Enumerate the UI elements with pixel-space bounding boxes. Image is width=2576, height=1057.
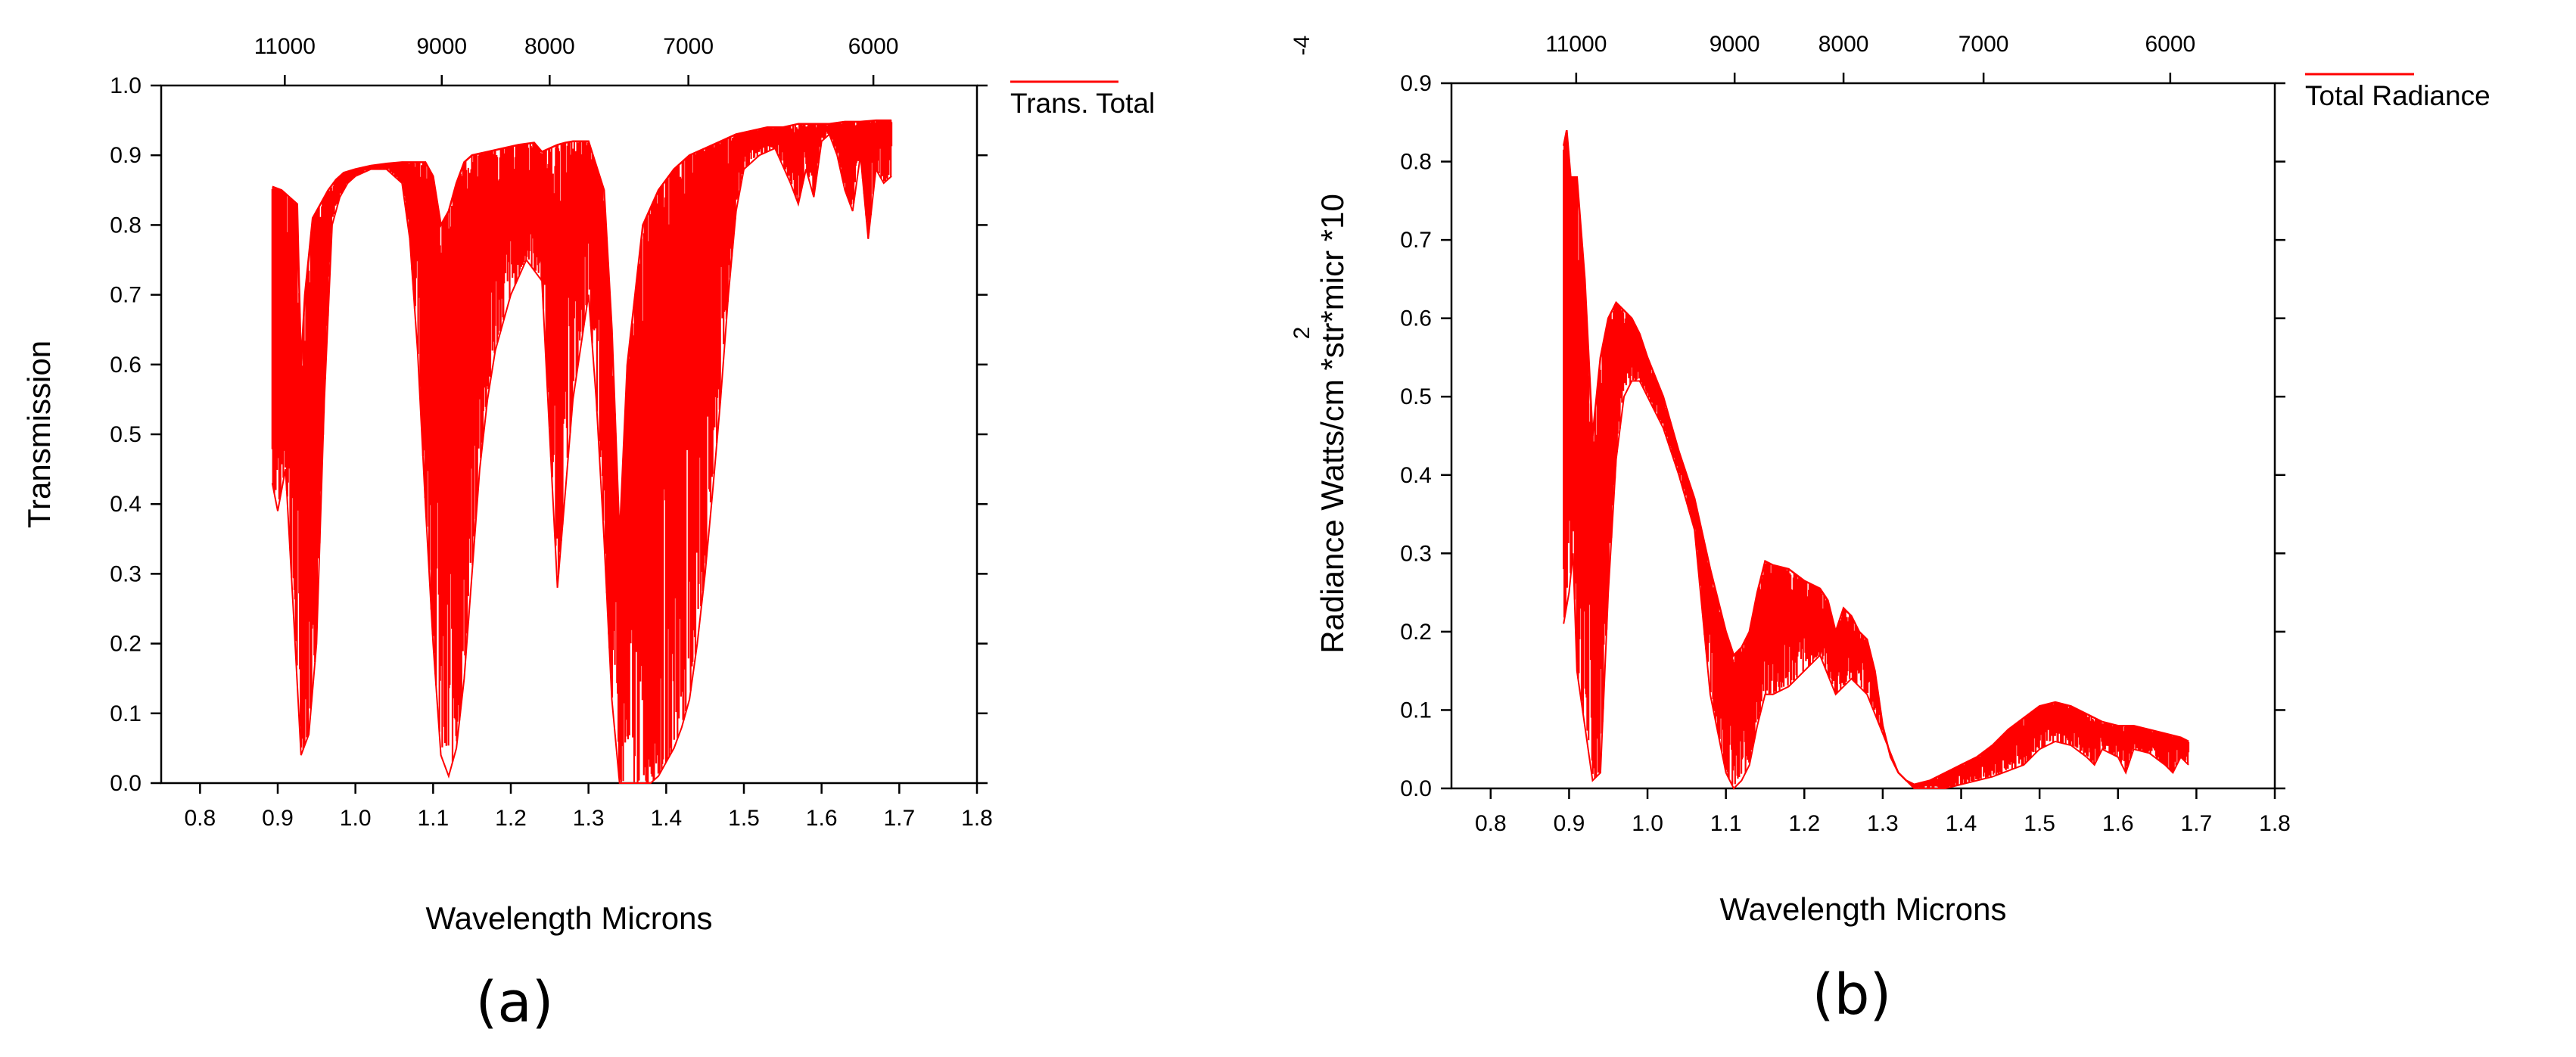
b-x-tick-label: 1.3 (1867, 811, 1899, 836)
b-y-tick-label: 0.3 (1400, 541, 1432, 566)
a-x-tick-label: 1.1 (417, 806, 449, 831)
b-x-tick-label: 1.8 (2259, 811, 2291, 836)
a-spectrum-strokes (271, 120, 893, 783)
a-top-tick-label: 9000 (416, 34, 467, 59)
a-y-tick-label: 1.0 (110, 73, 142, 98)
a-x-tick-label: 1.7 (883, 806, 915, 831)
b-y-tick-label: 0.4 (1400, 463, 1432, 488)
panel-b-y-axis-title-group: Radiance Watts/cm *str*micr *10 2 -4 (1290, 36, 1350, 654)
a-top-tick-label: 8000 (524, 34, 575, 59)
panel-a-series-fill (271, 119, 893, 784)
panel-b-series-fill (1562, 129, 2190, 790)
b-x-tick-label: 1.6 (2102, 811, 2134, 836)
a-y-tick-label: 0.1 (110, 701, 142, 726)
b-y-tick-label: 0.9 (1400, 71, 1432, 96)
a-y-tick-label: 0.7 (110, 283, 142, 308)
a-top-tick-label: 6000 (848, 34, 899, 59)
panel-b-label: (b) (1812, 962, 1892, 1027)
panel-b-plot-frame (1450, 82, 2276, 790)
panel-b-x-ticks: 0.8 0.9 1.0 1.1 1.2 1.3 1.4 1.5 1.6 1.7 1.8 (1475, 788, 2291, 836)
b-x-tick-label: 1.0 (1632, 811, 1663, 836)
panel-b-y-axis-superscript-cm: 2 (1290, 327, 1314, 340)
a-top-tick-label: 11000 (254, 34, 316, 59)
b-y-tick-label: 0.6 (1400, 306, 1432, 331)
panel-a-legend-label: Trans. Total (1010, 88, 1155, 119)
panel-a-label: (a) (475, 970, 553, 1035)
a-x-tick-label: 0.9 (262, 806, 294, 831)
panel-b-y-axis-superscript-scale: -4 (1290, 36, 1314, 56)
a-x-tick-label: 1.6 (806, 806, 838, 831)
b-x-tick-label: 0.9 (1554, 811, 1585, 836)
a-y-tick-label: 0.0 (110, 771, 142, 796)
b-y-tick-label: 0.0 (1400, 776, 1432, 801)
a-x-tick-label: 1.4 (650, 806, 682, 831)
b-top-tick-label: 8000 (1818, 32, 1869, 57)
b-y-tick-label: 0.7 (1400, 228, 1432, 253)
b-lower-envelope-line (1563, 380, 2189, 790)
a-y-tick-label: 0.2 (110, 632, 142, 657)
a-y-tick-label: 0.8 (110, 213, 142, 238)
b-y-tick-label: 0.5 (1400, 384, 1432, 409)
b-y-tick-label: 0.2 (1400, 620, 1432, 645)
panel-b-top-axis-ticks: 11000 9000 8000 7000 6000 (1545, 32, 2195, 83)
panel-a-x-axis-title: Wavelength Microns (426, 900, 713, 936)
b-top-tick-label: 7000 (1958, 32, 2009, 57)
a-x-tick-label: 0.8 (184, 806, 216, 831)
b-spectrum-strokes (1563, 132, 2190, 788)
a-y-tick-label: 0.9 (110, 143, 142, 168)
b-x-tick-label: 1.7 (2181, 811, 2213, 836)
b-x-tick-label: 0.8 (1475, 811, 1507, 836)
panel-a-y-axis-title: Transmission (21, 340, 57, 528)
panel-a-transmission-chart: 0.8 0.9 1.0 1.1 1.2 1.3 1.4 1.5 1.6 1.7 1.8 0.0 0.1… (21, 34, 1155, 1035)
b-x-tick-label: 1.2 (1788, 811, 1820, 836)
b-top-tick-label: 6000 (2145, 32, 2195, 57)
a-x-tick-label: 1.3 (573, 806, 605, 831)
a-x-tick-label: 1.2 (495, 806, 527, 831)
b-y-tick-label: 0.8 (1400, 150, 1432, 175)
b-x-tick-label: 1.1 (1710, 811, 1742, 836)
b-x-tick-label: 1.4 (1946, 811, 1977, 836)
a-y-tick-label: 0.3 (110, 561, 142, 586)
panel-b-radiance-chart: 0.8 0.9 1.0 1.1 1.2 1.3 1.4 1.5 1.6 1.7 1.8 0.0 0.1… (1290, 32, 2490, 1027)
panel-b-x-axis-title: Wavelength Microns (1720, 891, 2007, 927)
b-top-tick-label: 9000 (1710, 32, 1760, 57)
b-upper-envelope-line (1562, 129, 2189, 786)
a-x-tick-label: 1.0 (340, 806, 372, 831)
panel-b-y-ticks: 0.0 0.1 0.2 0.3 0.4 0.5 0.6 0.7 0.8 0.9 (1400, 71, 2285, 801)
a-lower-envelope-line (271, 132, 892, 784)
a-x-tick-label: 1.5 (728, 806, 760, 831)
panel-b-y-axis-title: Radiance Watts/cm *str*micr *10 (1314, 194, 1350, 654)
panel-a-x-ticks: 0.8 0.9 1.0 1.1 1.2 1.3 1.4 1.5 1.6 1.7 1.8 (184, 783, 993, 831)
b-x-tick-label: 1.5 (2024, 811, 2055, 836)
a-top-tick-label: 7000 (663, 34, 714, 59)
b-top-tick-label: 11000 (1545, 32, 1607, 57)
a-upper-envelope-line (272, 119, 892, 539)
a-x-tick-label: 1.8 (961, 806, 993, 831)
a-y-tick-label: 0.4 (110, 492, 142, 517)
panel-b-legend-label: Total Radiance (2305, 80, 2490, 111)
a-y-tick-label: 0.6 (110, 353, 142, 378)
panel-a-top-axis-ticks: 11000 9000 8000 7000 6000 (254, 34, 899, 85)
panel-a-y-ticks: 0.0 0.1 0.2 0.3 0.4 0.5 0.6 0.7 0.8 0.9 1.0 (110, 73, 988, 796)
a-y-tick-label: 0.5 (110, 422, 142, 447)
b-y-tick-label: 0.1 (1400, 698, 1432, 723)
